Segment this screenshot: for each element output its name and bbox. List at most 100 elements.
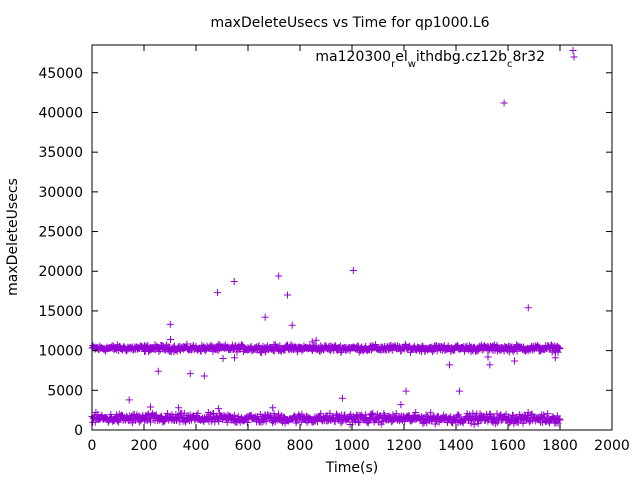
data-point bbox=[107, 410, 115, 418]
legend-segment: r bbox=[391, 59, 396, 70]
data-point bbox=[210, 409, 218, 417]
data-point bbox=[208, 417, 216, 425]
data-point bbox=[163, 409, 171, 417]
y-tick-label: 45000 bbox=[38, 66, 83, 82]
data-point bbox=[194, 409, 202, 417]
data-point bbox=[525, 418, 533, 426]
data-point bbox=[455, 387, 463, 395]
data-point bbox=[229, 346, 237, 354]
data-point bbox=[338, 417, 346, 425]
data-point bbox=[219, 355, 227, 363]
x-tick-label: 1600 bbox=[490, 438, 526, 454]
data-point bbox=[412, 408, 420, 416]
legend-segment: c bbox=[507, 59, 513, 70]
legend-marker bbox=[570, 53, 578, 61]
y-tick-label: 5000 bbox=[47, 383, 83, 399]
data-point bbox=[569, 47, 577, 55]
axis-ticks: 0 200 400 600 800 1000 1200 1400 1600 1800 2000050… bbox=[38, 45, 630, 454]
data-point bbox=[175, 404, 183, 412]
data-point bbox=[380, 410, 388, 418]
data-point bbox=[519, 419, 527, 427]
data-point bbox=[407, 348, 414, 356]
data-point bbox=[429, 348, 437, 356]
data-point bbox=[214, 289, 222, 297]
data-point bbox=[500, 99, 508, 107]
x-tick-label: 0 bbox=[88, 438, 97, 454]
y-tick-label: 25000 bbox=[38, 225, 83, 241]
legend-segment: ithdbg.cz12b bbox=[416, 49, 507, 65]
legend-segment: ma120300 bbox=[315, 49, 391, 65]
y-tick-label: 15000 bbox=[38, 304, 83, 320]
data-point bbox=[125, 396, 133, 404]
data-point bbox=[401, 417, 409, 425]
data-point bbox=[397, 401, 405, 409]
data-point bbox=[511, 357, 518, 365]
x-tick-label: 600 bbox=[235, 438, 262, 454]
data-point bbox=[351, 417, 359, 425]
data-point bbox=[284, 291, 292, 299]
data-point bbox=[554, 348, 562, 356]
data-point bbox=[356, 418, 364, 426]
data-point bbox=[470, 421, 478, 429]
legend-segment: 8r32 bbox=[513, 49, 545, 65]
data-point bbox=[238, 341, 245, 349]
data-point bbox=[266, 411, 274, 419]
x-tick-label: 400 bbox=[183, 438, 210, 454]
data-point bbox=[513, 347, 521, 355]
data-point bbox=[141, 347, 149, 355]
data-point bbox=[556, 416, 564, 424]
data-point bbox=[524, 304, 532, 312]
data-point bbox=[239, 342, 247, 350]
data-point bbox=[535, 347, 543, 355]
data-point bbox=[474, 420, 482, 428]
data-point bbox=[486, 410, 494, 418]
data-point bbox=[486, 361, 494, 369]
legend-segment: w bbox=[408, 59, 416, 70]
x-tick-label: 2000 bbox=[594, 438, 630, 454]
data-point bbox=[548, 341, 556, 349]
chart-title: maxDeleteUsecs vs Time for qp1000.L6 bbox=[210, 15, 489, 31]
data-point bbox=[166, 320, 174, 328]
data-point bbox=[349, 266, 357, 274]
data-point bbox=[288, 321, 296, 329]
data-point bbox=[544, 410, 552, 418]
data-point bbox=[338, 394, 346, 402]
y-axis-label: maxDeleteUsecs bbox=[5, 178, 21, 296]
data-point bbox=[167, 336, 175, 344]
y-tick-label: 35000 bbox=[38, 145, 83, 161]
data-point bbox=[555, 343, 563, 351]
data-point bbox=[427, 409, 435, 417]
data-point bbox=[551, 354, 559, 362]
data-point bbox=[243, 419, 251, 427]
legend: ma120300relwithdbg.cz12bc8r32 bbox=[315, 49, 578, 70]
data-point bbox=[298, 410, 306, 418]
data-point bbox=[202, 414, 210, 422]
data-point bbox=[484, 353, 492, 361]
data-point bbox=[186, 370, 194, 378]
data-point bbox=[261, 313, 269, 321]
data-point bbox=[275, 410, 283, 418]
data-point bbox=[486, 411, 494, 419]
legend-segment: el bbox=[395, 49, 408, 65]
data-point bbox=[314, 418, 322, 426]
data-point bbox=[230, 411, 238, 419]
y-tick-label: 10000 bbox=[38, 344, 83, 360]
data-point bbox=[269, 404, 277, 412]
legend-label: ma120300relwithdbg.cz12bc8r32 bbox=[315, 49, 545, 70]
data-point bbox=[371, 340, 379, 348]
x-axis-label: Time(s) bbox=[325, 460, 378, 476]
x-tick-label: 200 bbox=[131, 438, 158, 454]
x-tick-label: 800 bbox=[287, 438, 314, 454]
data-point bbox=[230, 354, 238, 362]
data-point bbox=[154, 367, 162, 375]
data-point bbox=[555, 415, 563, 423]
x-tick-label: 1000 bbox=[334, 438, 370, 454]
data-point bbox=[375, 413, 383, 421]
data-point bbox=[326, 409, 334, 417]
data-point bbox=[147, 418, 154, 426]
data-point bbox=[180, 409, 188, 417]
data-point bbox=[142, 416, 150, 424]
data-point bbox=[200, 372, 208, 380]
